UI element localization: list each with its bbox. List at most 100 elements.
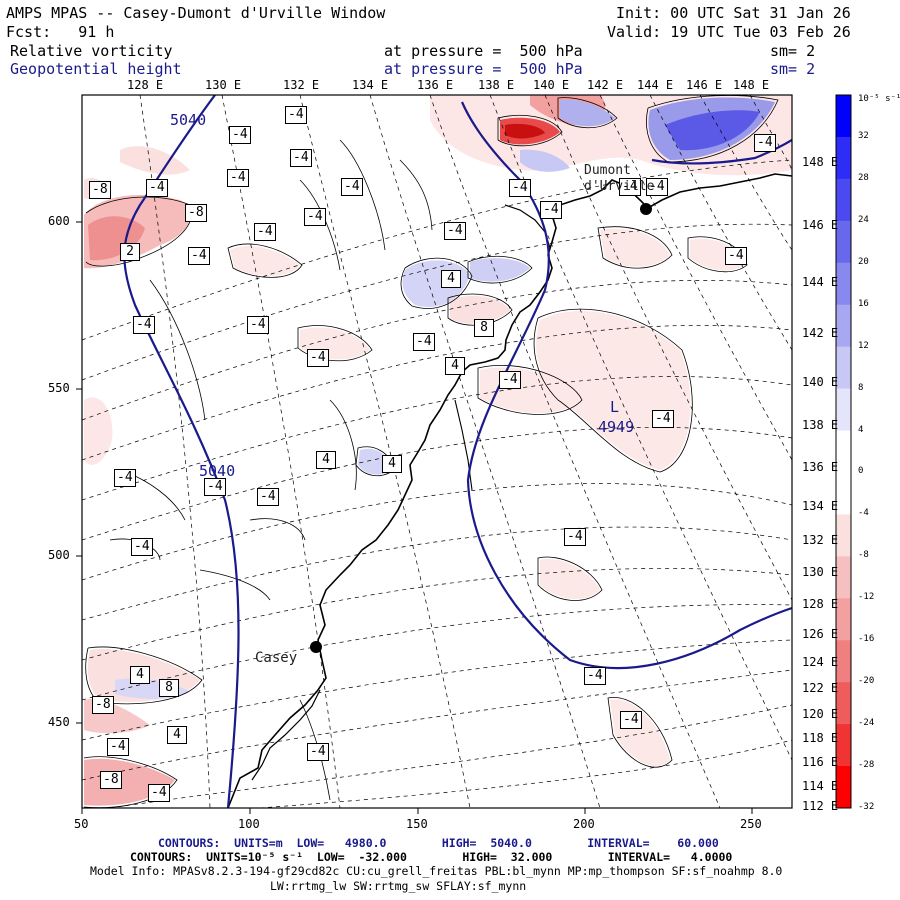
valid-time: Valid: 19 UTC Tue 03 Feb 26 (607, 23, 851, 41)
plot-frame (81, 94, 793, 809)
y-tick-label: 450 (48, 715, 70, 729)
y-tick-label: 500 (48, 548, 70, 562)
station-marker-dumont (640, 203, 652, 215)
x-tick-label: 50 (74, 817, 89, 831)
colorbar-swatch (836, 640, 851, 683)
lon-label: 148 E (733, 78, 770, 92)
colorbar-label: -32 (858, 802, 875, 812)
contour-value-label: 2 (120, 243, 140, 261)
colorbar-swatch (836, 220, 851, 264)
colorbar-swatch (836, 178, 851, 222)
lon-label: 126 E (802, 627, 839, 641)
lon-label: 116 E (802, 755, 839, 769)
x-tick-label: 250 (740, 817, 762, 831)
station-label-dumont: Dumont d'Urville (584, 163, 655, 194)
lon-label: 114 E (802, 779, 839, 793)
colorbar-swatch (836, 304, 851, 348)
contour-value-label: -4 (133, 316, 155, 334)
contour-value-label: -8 (185, 204, 207, 222)
contour-value-label: 4 (130, 666, 150, 684)
lon-label: 122 E (802, 681, 839, 695)
colorbar-swatch (836, 136, 851, 180)
contour-value-label: -4 (307, 349, 329, 367)
contour-value-label: -4 (540, 201, 562, 219)
plot-area (82, 95, 792, 808)
lon-label: 144 E (802, 275, 839, 289)
lon-label: 118 E (802, 731, 839, 745)
x-tick-label: 150 (406, 817, 428, 831)
y-tick-label: 550 (48, 381, 70, 395)
lon-label: 130 E (802, 565, 839, 579)
lon-label: 140 E (802, 375, 839, 389)
colorbar-label: 4 (858, 424, 864, 435)
contour-value-label: -4 (725, 247, 747, 265)
lon-label: 144 E (637, 78, 674, 92)
colorbar-label: 28 (858, 172, 869, 183)
colorbar-label: -12 (858, 592, 875, 603)
contour-value-label: -4 (254, 223, 276, 241)
colorbar-label: 12 (858, 340, 869, 351)
colorbar-label: -4 (858, 508, 869, 519)
colorbar-swatch (836, 598, 851, 641)
colorbar-swatch (836, 430, 851, 473)
station-label-casey: Casey (255, 650, 298, 666)
contour-value-label: -8 (89, 181, 111, 199)
contour-value-label: -4 (754, 134, 776, 152)
contour-value-label: 4 (445, 357, 465, 375)
contour-value-label: -4 (107, 738, 129, 756)
contour-value-label: -4 (114, 469, 136, 487)
colorbar-swatch (836, 682, 851, 725)
colorbar-label: 0 (858, 466, 864, 477)
colorbar-label: -24 (858, 718, 875, 729)
lon-label: 138 E (478, 78, 515, 92)
contour-value-label: 4 (316, 451, 336, 469)
contour-value-label: -4 (257, 488, 279, 506)
colorbar-swatch (836, 766, 851, 809)
colorbar-label: 8 (858, 382, 864, 393)
contour-value-label: -4 (148, 784, 170, 802)
contour-value-label: -4 (444, 222, 466, 240)
contour-value-label: -4 (652, 410, 674, 428)
colorbar-label: 24 (858, 214, 869, 225)
contour-value-label: -4 (620, 711, 642, 729)
colorbar-swatch (836, 724, 851, 767)
contour-value-label: 8 (474, 319, 494, 337)
lon-label: 146 E (802, 218, 839, 232)
contour-value-label: -4 (307, 743, 329, 761)
lon-label: 130 E (205, 78, 242, 92)
colorbar-swatch (836, 556, 851, 599)
colorbar-swatch (836, 472, 851, 515)
field1-smoothing: sm= 2 (770, 42, 816, 60)
colorbar-label: -8 (858, 550, 869, 561)
lon-label: 134 E (802, 499, 839, 513)
colorbar-label: 32 (858, 130, 869, 141)
colorbar-label: 20 (858, 256, 869, 267)
contour-value-label: 8 (159, 679, 179, 697)
colorbar-swatch (836, 514, 851, 557)
contour-value-label: -8 (100, 771, 122, 789)
lon-label: 128 E (127, 78, 164, 92)
contour-value-label: -4 (290, 149, 312, 167)
y-tick-label: 600 (48, 214, 70, 228)
field2-name: Geopotential height (10, 60, 182, 78)
x-tick-label: 100 (238, 817, 260, 831)
height-contour-5040-north (651, 139, 792, 165)
colorbar-unit: 10⁻⁵ s⁻¹ (858, 94, 900, 104)
lon-label: 140 E (533, 78, 570, 92)
contour-value-label: -4 (146, 179, 168, 197)
contour-value-label: -4 (341, 178, 363, 196)
contour-value-label: -4 (204, 478, 226, 496)
low-marker: L (610, 398, 620, 416)
lon-label: 136 E (802, 460, 839, 474)
lon-label: 120 E (802, 707, 839, 721)
contour-value-label: -4 (509, 179, 531, 197)
contour-value-label: -4 (619, 178, 641, 196)
lon-label: 128 E (802, 597, 839, 611)
footer-physics-info: LW:rrtmg_lw SW:rrtmg_sw SFLAY:sf_mynn (270, 879, 527, 893)
lon-label: 136 E (417, 78, 454, 92)
footer-height-contours: CONTOURS: UNITS=m LOW= 4980.0 HIGH= 5040… (158, 836, 719, 850)
footer-vorticity-contours: CONTOURS: UNITS=10⁻⁵ s⁻¹ LOW= -32.000 HI… (130, 850, 733, 864)
lon-label: 134 E (352, 78, 389, 92)
contour-value-label: -4 (188, 247, 210, 265)
lon-label: 124 E (802, 655, 839, 669)
